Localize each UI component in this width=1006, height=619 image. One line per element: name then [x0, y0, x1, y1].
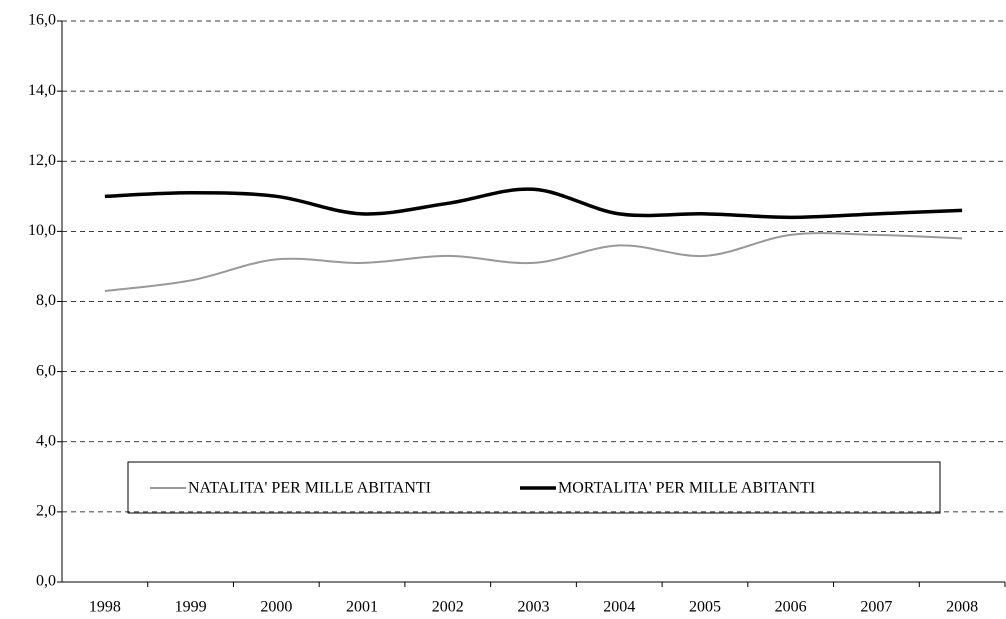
- x-tick-label: 2003: [518, 599, 550, 616]
- x-tick-label: 2007: [860, 599, 892, 616]
- x-tick-label: 1998: [89, 599, 121, 616]
- y-tick-label: 10,0: [28, 222, 56, 239]
- x-tick-label: 2005: [689, 599, 721, 616]
- y-tick-label: 0,0: [36, 573, 56, 590]
- x-tick-label: 2002: [432, 599, 464, 616]
- y-tick-label: 6,0: [36, 362, 56, 379]
- y-tick-label: 16,0: [28, 12, 56, 29]
- series-line: [104, 187, 963, 220]
- series-line: [104, 232, 963, 292]
- legend-label: NATALITA' PER MILLE ABITANTI: [188, 480, 431, 497]
- x-tick-label: 2006: [775, 599, 807, 616]
- x-tick-label: 2004: [603, 599, 635, 616]
- y-tick-label: 12,0: [28, 152, 56, 169]
- x-tick-label: 2000: [260, 599, 292, 616]
- y-tick-label: 4,0: [36, 432, 56, 449]
- y-tick-label: 8,0: [36, 292, 56, 309]
- x-tick-label: 1999: [175, 599, 207, 616]
- legend-label: MORTALITA' PER MILLE ABITANTI: [558, 480, 815, 497]
- y-tick-label: 14,0: [28, 82, 56, 99]
- x-tick-label: 2001: [346, 599, 378, 616]
- x-tick-label: 2008: [946, 599, 978, 616]
- y-tick-label: 2,0: [36, 503, 56, 520]
